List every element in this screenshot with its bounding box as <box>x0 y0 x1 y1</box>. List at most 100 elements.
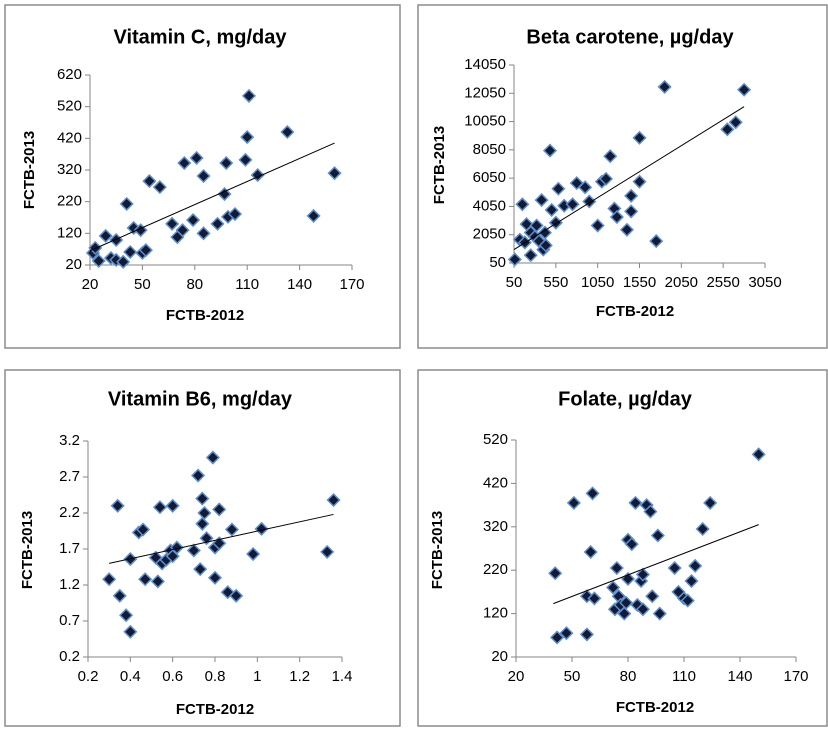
point <box>169 540 184 555</box>
chart-title: Vitamin C, mg/day <box>113 26 287 48</box>
y-tick-label: 220 <box>483 561 508 578</box>
point <box>254 521 269 536</box>
point <box>579 627 594 642</box>
y-tick-label: 2.7 <box>59 468 80 485</box>
y-axis-label: FCTB-2013 <box>21 131 38 209</box>
y-tick-label: 220 <box>57 193 82 210</box>
point <box>152 180 167 195</box>
y-tick-label: 420 <box>483 474 508 491</box>
point <box>196 226 211 241</box>
y-tick-label: 6050 <box>473 169 506 186</box>
point <box>320 544 335 559</box>
trendline <box>513 106 745 250</box>
x-tick-label: 80 <box>186 276 203 293</box>
point <box>212 502 227 517</box>
point <box>578 180 593 195</box>
point <box>720 122 735 137</box>
trendline <box>89 142 335 252</box>
y-tick-label: 320 <box>57 161 82 178</box>
y-tick-label: 14050 <box>464 56 506 73</box>
point <box>635 602 650 617</box>
point <box>737 82 752 97</box>
point <box>695 521 710 537</box>
point <box>632 130 647 145</box>
x-tick-label: 1.4 <box>332 668 353 685</box>
x-axis-label: FCTB-2012 <box>166 307 244 324</box>
point <box>515 197 530 212</box>
y-tick-label: 20 <box>65 256 82 273</box>
point <box>91 253 106 268</box>
point <box>603 149 618 164</box>
point <box>191 468 206 483</box>
y-tick-label: 8050 <box>473 141 506 158</box>
y-tick-label: 520 <box>57 98 82 115</box>
point <box>150 574 165 589</box>
point <box>565 197 580 212</box>
x-tick-label: 2050 <box>665 274 698 291</box>
y-tick-label: 520 <box>483 431 508 448</box>
chart-title: Beta carotene, µg/day <box>526 26 734 48</box>
point <box>185 212 201 228</box>
point <box>165 216 180 231</box>
point <box>628 495 643 510</box>
y-tick-label: 4050 <box>473 197 506 214</box>
y-tick-label: 10050 <box>464 113 506 130</box>
x-tick-label: 1550 <box>623 274 656 291</box>
point <box>135 522 151 537</box>
point <box>195 491 210 506</box>
x-tick-label: 50 <box>134 276 151 293</box>
point <box>559 626 574 641</box>
x-tick-label: 80 <box>620 668 637 685</box>
chart-title: Folate, µg/day <box>558 388 693 410</box>
point <box>142 174 157 189</box>
point <box>205 450 220 465</box>
point <box>123 624 138 639</box>
x-tick-label: 2550 <box>706 274 739 291</box>
y-tick-label: 12050 <box>464 84 506 101</box>
point <box>566 495 581 510</box>
y-tick-label: 0.2 <box>59 648 80 665</box>
y-tick-label: 50 <box>489 254 506 271</box>
point <box>126 220 141 236</box>
point <box>212 536 227 551</box>
point <box>246 546 261 562</box>
point <box>152 500 168 515</box>
point <box>116 254 131 269</box>
point <box>229 588 244 603</box>
x-tick-label: 50 <box>564 668 581 685</box>
point <box>684 573 699 589</box>
point <box>643 504 658 519</box>
x-tick-label: 0.8 <box>205 668 226 685</box>
x-tick-label: 0.2 <box>78 668 99 685</box>
point <box>165 498 180 513</box>
point <box>728 115 743 130</box>
point <box>119 196 134 211</box>
trendline <box>109 513 334 564</box>
point <box>649 234 664 249</box>
point <box>227 206 243 222</box>
y-tick-label: 20 <box>491 648 508 665</box>
point <box>624 204 639 219</box>
y-tick-label: 420 <box>57 129 82 146</box>
y-tick-label: 1.2 <box>59 576 80 593</box>
point <box>119 608 134 623</box>
point <box>327 166 342 181</box>
point <box>609 209 624 225</box>
y-tick-label: 120 <box>57 224 82 241</box>
point <box>219 155 234 171</box>
point <box>667 560 682 576</box>
y-tick-label: 120 <box>483 605 508 622</box>
x-tick-label: 170 <box>783 668 808 685</box>
point <box>207 570 223 585</box>
point <box>619 595 634 610</box>
point <box>538 238 553 253</box>
point <box>582 194 597 209</box>
point <box>98 228 113 243</box>
point <box>598 171 614 186</box>
point <box>177 155 192 171</box>
x-tick-label: 170 <box>339 276 364 293</box>
point <box>635 567 650 582</box>
x-tick-label: 1.2 <box>289 668 310 685</box>
x-tick-label: 1 <box>253 668 261 685</box>
y-axis-label: FCTB-2013 <box>431 126 448 204</box>
